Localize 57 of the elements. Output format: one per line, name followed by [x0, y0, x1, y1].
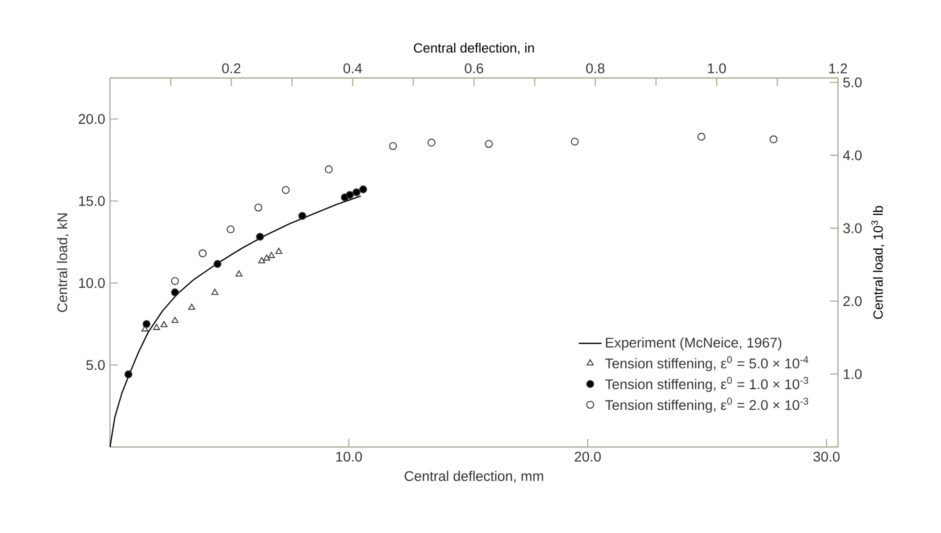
- point: [428, 138, 436, 147]
- point: [236, 270, 242, 277]
- x-tick-label: 30.0: [813, 452, 840, 462]
- x2-tick-label: 0.6: [464, 63, 484, 74]
- point: [153, 324, 160, 330]
- y2-axis-title: Central load, 10$^{3}$ lb: [871, 206, 884, 319]
- y-tick-label: 5.0: [86, 360, 105, 370]
- point: [258, 257, 266, 264]
- point: [254, 204, 262, 212]
- x2-tick-label: 0.4: [343, 63, 362, 74]
- x-axis-title: Central deflection, mm: [404, 470, 544, 483]
- y-tick-label: 15.0: [79, 196, 105, 206]
- point: [389, 142, 397, 150]
- point: [188, 304, 196, 310]
- point: [172, 316, 178, 323]
- y-axis-title: Central load, kN: [56, 213, 69, 312]
- legend-label: Tension stiffening, ε$^{0}$ = 2.0 × 10$^{-3}$: [605, 398, 808, 413]
- point: [268, 252, 275, 258]
- point: [770, 135, 778, 144]
- y2-tick-label: 2.0: [843, 296, 862, 306]
- point: [298, 212, 306, 220]
- y-tick-label: 10.0: [79, 278, 105, 288]
- point: [211, 288, 218, 295]
- point: [359, 185, 368, 194]
- legend-label: Tension stiffening, ε$^{0}$ = 1.0 × 10$^{-3}$: [605, 376, 808, 392]
- legend-label: Tension stiffening, ε$^{0}$ = 5.0 × 10$^{-4}$: [605, 356, 808, 372]
- point: [142, 320, 150, 328]
- x2-axis-title: Central deflection, in: [414, 42, 534, 54]
- point: [484, 140, 493, 148]
- y2-tick-label: 5.0: [843, 77, 862, 88]
- y2-tick-label: 1.0: [844, 369, 862, 380]
- point: [256, 232, 264, 241]
- y2-tick-label: 4.0: [843, 150, 862, 160]
- legend-label: Experiment (McNeice, 1967): [606, 337, 782, 350]
- point: [263, 254, 270, 261]
- y-tick-label: 20.0: [78, 114, 105, 124]
- x2-tick-label: 0.8: [586, 63, 604, 74]
- point: [570, 138, 579, 146]
- point: [124, 370, 132, 378]
- x-tick-label: 10.0: [336, 452, 362, 462]
- point: [275, 248, 282, 254]
- point: [352, 188, 360, 196]
- x2-tick-label: 0.2: [222, 63, 240, 74]
- x2-tick-label: 1.2: [829, 64, 848, 74]
- point: [160, 321, 168, 328]
- point: [214, 260, 222, 268]
- x2-tick-label: 1.0: [708, 63, 726, 74]
- point: [171, 277, 179, 285]
- x-tick-label: 20.0: [574, 452, 601, 462]
- point: [171, 288, 179, 296]
- point: [697, 132, 706, 141]
- point: [346, 190, 354, 199]
- point: [198, 249, 207, 258]
- y2-tick-label: 3.0: [843, 223, 862, 234]
- point: [324, 165, 333, 174]
- point: [226, 225, 235, 234]
- point: [282, 186, 290, 194]
